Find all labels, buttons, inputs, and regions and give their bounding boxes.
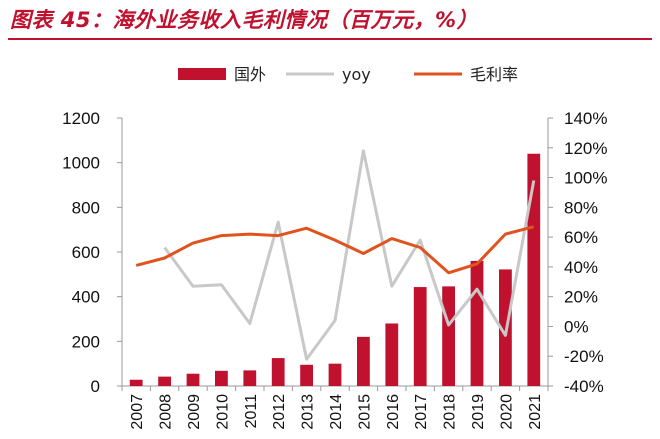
bar [413, 287, 427, 386]
y-right-tick-label: -20% [564, 347, 604, 366]
x-tick-label: 2012 [271, 394, 288, 430]
y-left-tick-label: 800 [72, 198, 100, 217]
bar [385, 323, 399, 386]
bar [129, 379, 143, 386]
bar [527, 153, 541, 386]
y-right-tick-label: 0% [564, 317, 589, 336]
y-left-tick-label: 200 [72, 332, 100, 351]
y-right-tick-label: 140% [564, 109, 607, 128]
bar [442, 286, 455, 386]
y-left-tick-label: 400 [72, 288, 100, 307]
y-right-tick-label: 20% [564, 288, 598, 307]
x-tick-label: 2013 [300, 394, 317, 430]
x-tick-label: 2017 [413, 394, 430, 430]
x-tick-label: 2014 [328, 394, 345, 430]
bar [243, 370, 257, 386]
bar [158, 376, 171, 386]
bar-series [129, 153, 541, 386]
y-right-tick-label: 60% [564, 228, 598, 247]
bar [186, 373, 200, 386]
x-tick-label: 2009 [186, 394, 203, 430]
tick-labels: 0 200 400 600 800 1000 1200 -40% -20% 0% 20% 40% 60%… [62, 109, 607, 430]
x-tick-label: 2016 [385, 394, 402, 430]
line-series [135, 149, 536, 361]
legend-label: 毛利率 [470, 65, 518, 84]
y-right-tick-label: -40% [564, 377, 604, 396]
legend-swatch-bar [178, 68, 226, 80]
y-right-tick-label: 40% [564, 258, 598, 277]
y-right-tick-label: 100% [564, 169, 607, 188]
margin-line [135, 225, 535, 275]
y-right-tick-label: 80% [564, 198, 598, 217]
bar [300, 364, 313, 386]
y-left-tick-label: 600 [72, 243, 100, 262]
x-tick-label: 2021 [527, 394, 544, 430]
legend-label: 国外 [234, 65, 266, 84]
legend: 国外 yoy 毛利率 [178, 65, 518, 84]
bar [271, 358, 285, 386]
chart-title: 图表 45：海外业务收入毛利情况（百万元，%） [10, 8, 479, 32]
x-tick-label: 2011 [243, 394, 260, 429]
yoy-line [163, 149, 536, 361]
y-left-tick-label: 1200 [62, 109, 100, 128]
x-tick-label: 2010 [214, 394, 231, 430]
y-left-tick-label: 0 [91, 377, 100, 396]
x-tick-label: 2015 [356, 394, 373, 430]
legend-label: yoy [342, 65, 371, 84]
title-divider [8, 38, 652, 40]
x-tick-label: 2018 [442, 394, 459, 430]
bar [470, 260, 484, 386]
bar [215, 370, 228, 386]
y-left-tick-label: 1000 [62, 154, 100, 173]
x-tick-label: 2019 [470, 394, 487, 430]
bar [357, 336, 370, 386]
y-right-tick-label: 120% [564, 139, 607, 158]
x-tick-label: 2007 [129, 394, 146, 430]
x-tick-label: 2008 [158, 394, 175, 430]
x-tick-label: 2020 [498, 394, 515, 430]
bar [328, 363, 342, 386]
